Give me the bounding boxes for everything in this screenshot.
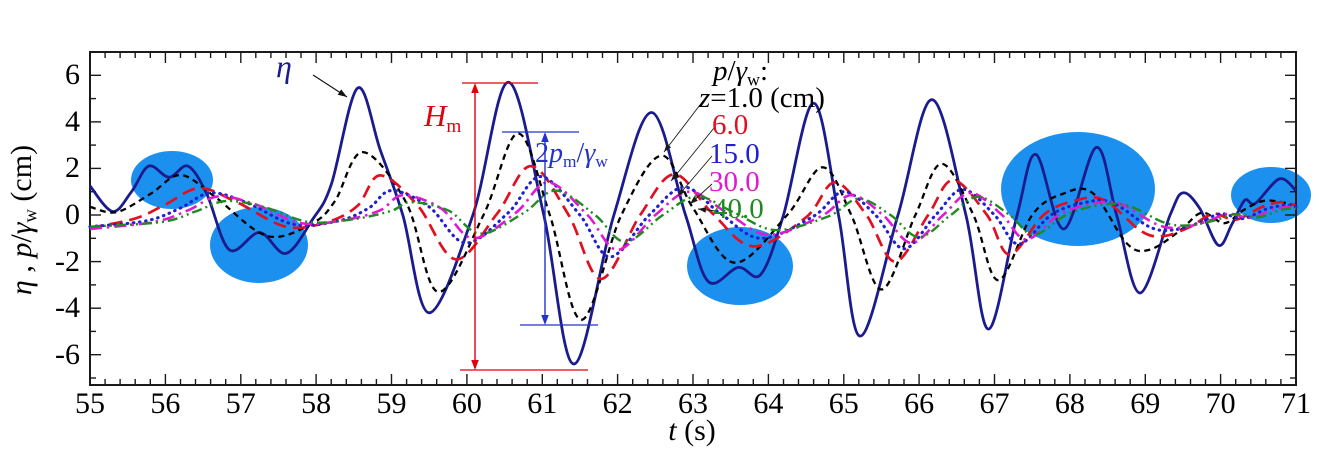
legend-entry-6.0: 6.0 xyxy=(712,111,748,140)
legend-entry-text: 15.0 xyxy=(709,138,760,170)
x-tick-label: 62 xyxy=(602,387,633,420)
series-p-z6 xyxy=(89,164,1297,281)
x-tick-label: 71 xyxy=(1281,387,1311,420)
legend-entry-text: 6.0 xyxy=(712,109,749,141)
x-axis-label: t (s) xyxy=(668,414,716,447)
pressure-amplitude-label: 2pm/γw xyxy=(535,138,608,172)
legend-title: p/γw: xyxy=(713,55,769,90)
series-p-z1 xyxy=(89,132,1297,321)
wave-height-label: Hm xyxy=(424,98,462,137)
legend-entry-30.0: 30.0 xyxy=(709,168,760,197)
legend-entry-text: 40.0 xyxy=(713,193,764,225)
y-tick-label: 2 xyxy=(65,151,80,185)
x-tick-label: 58 xyxy=(301,387,332,420)
legend-entry-15.0: 15.0 xyxy=(709,140,760,169)
x-tick-label: 55 xyxy=(75,387,105,420)
highlight-ellipse xyxy=(687,227,793,305)
legend-entry-text: 30.0 xyxy=(709,166,760,198)
x-tick-label: 68 xyxy=(1054,387,1085,420)
y-tick-label: -4 xyxy=(55,291,80,325)
series-p-z30 xyxy=(89,181,1297,252)
legend-entry-prefix: z xyxy=(699,82,711,114)
legend-entry-1.0cm: z=1.0 (cm) xyxy=(699,84,825,113)
y-tick-label: 6 xyxy=(65,58,80,92)
x-tick-label: 67 xyxy=(979,387,1010,420)
x-tick-label: 65 xyxy=(828,387,859,420)
x-tick-label: 66 xyxy=(904,387,935,420)
x-tick-label: 61 xyxy=(527,387,558,420)
x-tick-label: 69 xyxy=(1130,387,1161,420)
x-tick-label: 60 xyxy=(451,387,482,420)
y-tick-label: 0 xyxy=(65,198,80,231)
x-tick-label: 57 xyxy=(225,387,256,420)
x-tick-label: 64 xyxy=(753,387,784,420)
y-tick-label: 4 xyxy=(65,104,80,138)
x-tick-label: 56 xyxy=(150,387,181,420)
x-tick-label: 70 xyxy=(1205,387,1236,420)
series-p-z40 xyxy=(89,189,1297,244)
y-tick-label: -6 xyxy=(55,337,80,371)
legend-entry-40.0: 40.0 xyxy=(713,195,764,224)
legend-entry-text: =1.0 (cm) xyxy=(710,82,825,114)
series-eta xyxy=(88,80,1297,366)
y-tick-label: -2 xyxy=(55,244,80,278)
eta-curve-label: η xyxy=(276,48,292,84)
x-tick-label: 59 xyxy=(376,387,407,420)
x-tick-label: 63 xyxy=(678,387,708,420)
